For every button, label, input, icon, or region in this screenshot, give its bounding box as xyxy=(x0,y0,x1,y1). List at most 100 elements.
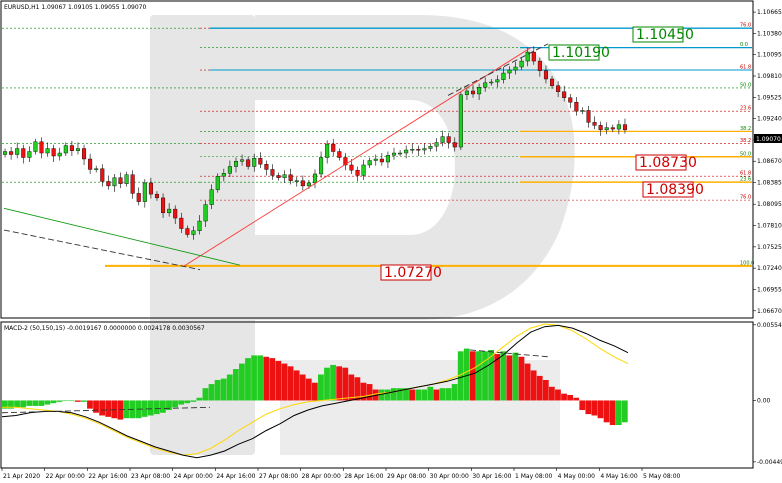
time-tick-label: 30 Apr 00:00 xyxy=(430,473,469,480)
current-price-tag: 1.09070 xyxy=(754,134,782,143)
candle-bull xyxy=(27,151,32,158)
macd-bar-down xyxy=(305,378,312,401)
candle-bull xyxy=(33,141,38,152)
macd-bar-down xyxy=(591,400,598,416)
candle-bull xyxy=(319,157,324,175)
time-tick-label: 28 Apr 00:00 xyxy=(302,473,341,480)
time-tick-label: 22 Apr 16:00 xyxy=(88,473,127,480)
macd-bar-down xyxy=(348,374,355,401)
level-label-3-box: 1.08730 xyxy=(635,154,697,171)
candle-bull xyxy=(404,149,409,154)
candle-bear xyxy=(592,122,597,126)
candle-bull xyxy=(489,81,494,84)
macd-bar-down xyxy=(603,400,610,423)
time-tick-label: 30 Apr 16:00 xyxy=(472,473,511,480)
time-tick-label: 4 May 16:00 xyxy=(600,473,638,480)
time-axis: 21 Apr 2020 22 Apr 00:00 22 Apr 16:00 23 Ap… xyxy=(1,468,681,480)
macd-bar-down xyxy=(597,400,604,419)
level-label-4: 1.08390 xyxy=(646,182,704,198)
macd-bar-down xyxy=(567,395,573,401)
candle-bull xyxy=(458,94,463,148)
candle-bull xyxy=(434,142,439,147)
fibo-level-label: 50.0 xyxy=(740,151,751,157)
candle-bear xyxy=(148,182,153,195)
level-label-5: 1.07270 xyxy=(384,265,442,281)
candle-bull xyxy=(312,173,318,184)
macd-bar-up xyxy=(8,400,14,409)
macd-bar-up xyxy=(226,374,233,401)
macd-bar-up xyxy=(245,358,251,401)
time-tick-label: 29 Apr 08:00 xyxy=(387,473,426,480)
candle-bear xyxy=(69,145,74,151)
macd-bar-up xyxy=(220,378,227,401)
candle-bull xyxy=(3,151,8,155)
macd-bar-down xyxy=(111,400,118,419)
price-tick-label: 1.07525 xyxy=(757,244,782,251)
macd-bar-up xyxy=(147,400,154,416)
candle-bull xyxy=(57,152,62,157)
candle-bear xyxy=(130,174,135,194)
time-tick-label: 24 Apr 00:00 xyxy=(174,473,213,480)
candle-bear xyxy=(173,208,178,219)
candle-bear xyxy=(161,197,166,214)
macd-bar-up xyxy=(500,351,507,401)
macd-bar-up xyxy=(153,400,160,415)
macd-bar-up xyxy=(390,388,397,401)
time-tick-label: 24 Apr 16:00 xyxy=(216,473,255,480)
time-tick-label: 23 Apr 08:00 xyxy=(131,473,170,480)
candle-bear xyxy=(270,169,275,176)
macd-bar-up xyxy=(32,400,39,406)
fibo-level-label: 76.0 xyxy=(740,195,751,201)
candle-bear xyxy=(136,193,141,202)
candle-bull xyxy=(398,152,403,155)
price-tick-label: 1.09240 xyxy=(757,116,782,123)
macd-bar-down xyxy=(366,384,373,401)
level-label-3: 1.08730 xyxy=(639,155,697,171)
macd-bar-down xyxy=(530,370,537,401)
candle-bear xyxy=(568,97,573,103)
macd-bar-up xyxy=(50,400,57,404)
price-tick-label: 1.06670 xyxy=(757,308,782,315)
macd-bar-up xyxy=(451,384,458,401)
time-tick-label: 4 May 00:00 xyxy=(558,473,596,480)
macd-bar-up xyxy=(257,355,264,401)
candle-bear xyxy=(562,91,567,98)
candle-bull xyxy=(477,87,482,95)
candle-bull xyxy=(513,66,518,71)
macd-histogram xyxy=(1,323,629,459)
macd-bar-down xyxy=(494,354,501,401)
macd-bar-down xyxy=(281,363,288,401)
macd-bar-up xyxy=(445,388,452,401)
macd-bar-down xyxy=(542,379,549,401)
candle-bull xyxy=(385,155,390,163)
candle-bear xyxy=(343,157,348,166)
macd-bar-up xyxy=(68,400,75,402)
candle-bear xyxy=(300,180,305,187)
candle-bear xyxy=(88,158,93,170)
macd-bar-down xyxy=(311,382,318,401)
macd-bar-up xyxy=(20,400,27,408)
chart-symbol-info: EURUSD,H1 1.09067 1.09105 1.09055 1.0907… xyxy=(4,4,146,11)
macd-bar-up xyxy=(178,400,185,405)
macd-bar-up xyxy=(439,388,446,401)
macd-bar-down xyxy=(74,400,81,402)
candle-bull xyxy=(75,148,80,151)
candle-bear xyxy=(288,174,293,181)
candle-bear xyxy=(550,78,555,86)
macd-bar-down xyxy=(469,351,476,401)
time-tick-label: 21 Apr 2020 xyxy=(3,473,40,480)
candle-bear xyxy=(446,136,451,143)
price-tick-label: 1.10095 xyxy=(757,52,782,59)
price-tick-label: 1.09810 xyxy=(757,73,782,80)
fibo-level-label: 61.8 xyxy=(740,65,751,71)
channel-line-upper xyxy=(447,43,549,96)
fibo-level-label: 23.6 xyxy=(740,106,751,112)
candle-bull xyxy=(45,148,50,154)
candle-bear xyxy=(39,141,44,154)
candle-bull xyxy=(252,158,257,167)
candle-bull xyxy=(142,182,147,202)
macd-bar-down xyxy=(342,367,349,401)
level-label-2-box: 1.10190 xyxy=(548,44,610,61)
macd-bar-up xyxy=(463,348,470,401)
candle-bear xyxy=(598,125,603,131)
